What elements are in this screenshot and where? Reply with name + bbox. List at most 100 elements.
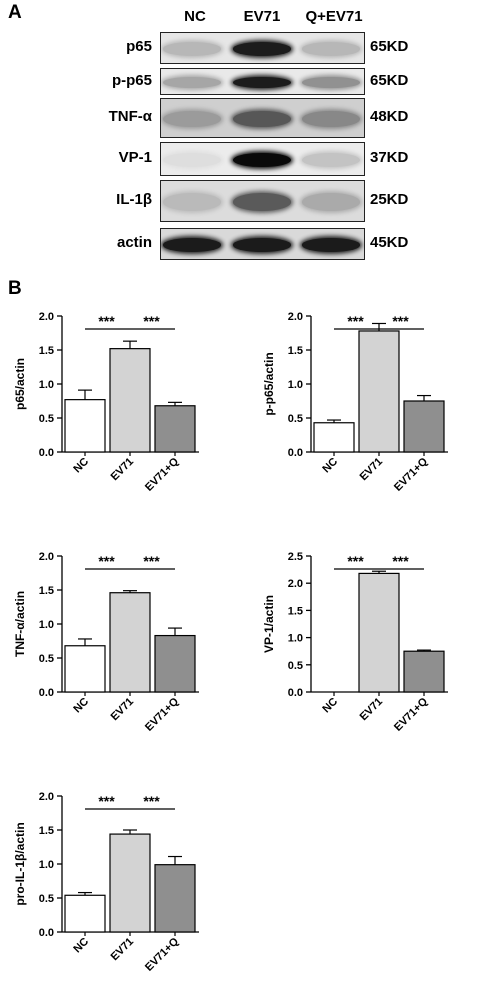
y-tick-label: 1.0 — [39, 379, 54, 391]
p65-bar-chart: 0.0 0.5 1.0 1.5 2.0 p65/actin NC EV71 EV71+Q *** *… — [13, 311, 199, 494]
y-tick-label: 2.0 — [39, 311, 54, 323]
y-tick-label: 0.5 — [39, 413, 54, 425]
y-tick-label: 0.5 — [39, 653, 54, 665]
blot-band-4-0 — [163, 193, 221, 211]
blot-kd-4: 25KD — [370, 191, 409, 208]
blot-band-5-1 — [233, 238, 291, 252]
bar-ev71 — [109, 592, 151, 693]
blot-band-3-0 — [163, 152, 221, 168]
blot-band-1-2 — [302, 76, 360, 89]
blot-band-4-2 — [302, 193, 360, 211]
blot-label-3: VP-1 — [118, 149, 152, 166]
blot-membrane-2 — [160, 98, 365, 138]
y-tick-label: 0.5 — [288, 660, 303, 672]
vp1-bar-chart: 0.0 0.5 1.0 1.5 2.0 2.5 VP-1/actin NC EV71 EV71+Q… — [262, 551, 448, 734]
blot-label-5: actin — [116, 234, 152, 251]
x-tick-label: EV71+Q — [143, 695, 181, 733]
y-tick-label: 0.5 — [39, 893, 54, 905]
pro-il1b-bar-chart: 0.0 0.5 1.0 1.5 2.0 pro-IL-1β/actin NC EV71 EV71… — [13, 791, 199, 974]
blot-membrane-4 — [160, 180, 365, 222]
x-tick-label: NC — [71, 456, 91, 476]
blot-kd-0: 65KD — [370, 38, 409, 55]
panel-a-letter: A — [8, 2, 22, 23]
y-tick-label: 1.0 — [288, 633, 303, 645]
x-tick-label: EV71+Q — [392, 695, 430, 733]
bar-ev71+q — [154, 405, 196, 453]
significance-label: *** — [143, 313, 160, 329]
x-tick-label: EV71 — [109, 936, 137, 964]
tnf-alpha-bar-chart: 0.0 0.5 1.0 1.5 2.0 TNF-α/actin NC EV71 EV71+Q **… — [13, 551, 199, 734]
blot-band-3-2 — [302, 152, 360, 168]
blot-label-2: TNF-α — [108, 108, 152, 125]
y-tick-label: 2.0 — [288, 311, 303, 323]
blot-kd-3: 37KD — [370, 149, 409, 166]
y-axis-label: p65/actin — [13, 358, 27, 410]
blot-band-4-1 — [233, 193, 291, 211]
y-tick-label: 1.5 — [288, 345, 303, 357]
bar-ev71+q — [403, 650, 445, 693]
bar-nc — [64, 645, 106, 693]
blot-band-2-2 — [302, 110, 360, 128]
x-tick-label: NC — [320, 696, 340, 716]
y-tick-label: 0.0 — [288, 447, 303, 459]
significance-label: *** — [347, 553, 364, 569]
y-tick-label: 1.0 — [288, 379, 303, 391]
y-tick-label: 2.0 — [39, 791, 54, 803]
x-tick-label: NC — [320, 456, 340, 476]
lane-header-nc: NC — [184, 8, 206, 25]
y-tick-label: 0.0 — [39, 927, 54, 939]
y-tick-label: 0.5 — [288, 413, 303, 425]
blot-band-2-0 — [163, 110, 221, 128]
x-tick-label: NC — [71, 936, 91, 956]
blot-membrane-1 — [160, 68, 365, 95]
p-p65-bar-chart: 0.0 0.5 1.0 1.5 2.0 p-p65/actin NC EV71 EV71+Q **… — [262, 311, 448, 494]
blot-membrane-0 — [160, 32, 365, 64]
blot-band-5-2 — [302, 238, 360, 252]
x-tick-label: EV71 — [109, 456, 137, 484]
y-tick-label: 1.0 — [39, 619, 54, 631]
blot-membrane-5 — [160, 228, 365, 260]
x-tick-label: EV71+Q — [392, 455, 430, 493]
y-axis-label: VP-1/actin — [262, 595, 276, 653]
y-tick-label: 1.0 — [39, 859, 54, 871]
x-tick-label: EV71+Q — [143, 935, 181, 973]
y-tick-label: 1.5 — [39, 345, 54, 357]
blot-band-0-1 — [233, 42, 291, 56]
bar-nc — [64, 399, 106, 453]
lane-header-q-ev71: Q+EV71 — [305, 8, 363, 25]
blot-kd-5: 45KD — [370, 234, 409, 251]
y-tick-label: 0.0 — [39, 447, 54, 459]
y-tick-label: 2.5 — [288, 551, 303, 563]
x-tick-label: EV71 — [109, 696, 137, 724]
blot-kd-1: 65KD — [370, 71, 409, 89]
significance-label: *** — [143, 793, 160, 809]
blot-band-0-0 — [163, 42, 221, 56]
western-blot-panel: A NC EV71 Q+EV71 p65 65KD p-p65 65KD TNF-α 48… — [0, 0, 498, 270]
blot-band-1-1 — [233, 76, 291, 89]
bar-ev71+q — [154, 864, 196, 933]
lane-header-ev71: EV71 — [243, 8, 281, 25]
blot-band-3-1 — [233, 152, 291, 168]
y-tick-label: 1.5 — [39, 825, 54, 837]
y-tick-label: 0.0 — [288, 687, 303, 699]
blot-band-0-2 — [302, 42, 360, 56]
x-tick-label: EV71+Q — [143, 455, 181, 493]
bar-ev71+q — [154, 634, 196, 693]
x-tick-label: NC — [71, 696, 91, 716]
blot-kd-2: 48KD — [370, 108, 409, 125]
blot-band-2-1 — [233, 110, 291, 128]
significance-label: *** — [98, 553, 115, 569]
y-axis-label: pro-IL-1β/actin — [13, 822, 27, 905]
blot-membrane-3 — [160, 142, 365, 176]
panel-b-letter: B — [8, 278, 22, 299]
y-axis-label: p-p65/actin — [262, 352, 276, 415]
y-tick-label: 2.0 — [39, 551, 54, 563]
significance-label: *** — [98, 793, 115, 809]
blot-label-1: p-p65 — [111, 71, 152, 89]
bar-ev71+q — [403, 400, 445, 453]
y-tick-label: 1.5 — [288, 605, 303, 617]
blot-label-4: IL-1β — [116, 191, 152, 208]
y-axis-label: TNF-α/actin — [13, 591, 27, 657]
y-tick-label: 0.0 — [39, 687, 54, 699]
bar-ev71 — [358, 572, 400, 693]
